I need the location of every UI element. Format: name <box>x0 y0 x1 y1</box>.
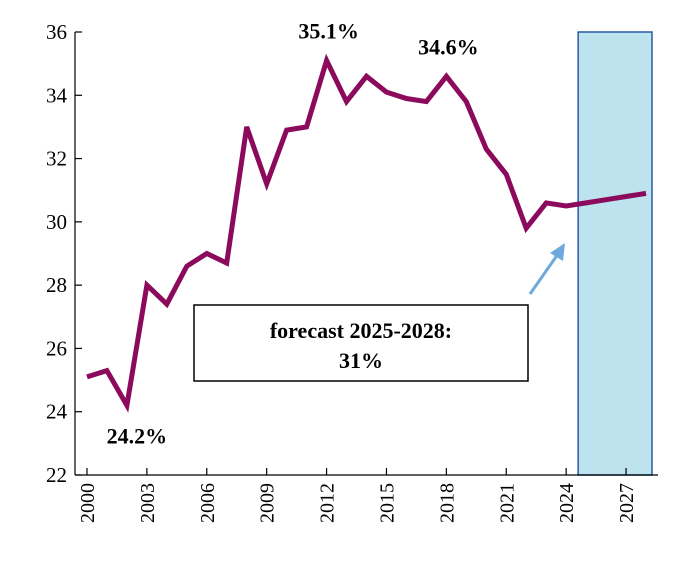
y-tick-label: 22 <box>46 463 67 487</box>
x-tick-label: 2000 <box>77 483 99 523</box>
x-tick-label: 2003 <box>137 483 159 523</box>
forecast-arrow-shaft <box>528 253 560 295</box>
x-tick-label: 2021 <box>496 483 518 523</box>
y-tick-label: 28 <box>46 273 67 297</box>
y-tick-label: 36 <box>46 20 67 44</box>
x-tick-label: 2012 <box>317 483 339 523</box>
data-label: 34.6% <box>418 34 479 59</box>
y-tick-label: 24 <box>46 400 68 424</box>
forecast-label-box <box>193 304 529 382</box>
y-tick-label: 26 <box>46 336 67 360</box>
forecast-arrow-head <box>550 243 565 261</box>
forecast-band <box>577 31 653 476</box>
data-label: 24.2% <box>107 423 168 448</box>
y-tick-label: 34 <box>46 83 68 107</box>
forecast-label-line2: 31% <box>339 348 383 373</box>
data-label: 35.1% <box>298 18 359 43</box>
forecast-label-line1: forecast 2025-2028: <box>270 318 452 343</box>
x-tick-label: 2006 <box>197 483 219 523</box>
x-tick-label: 2027 <box>616 483 638 523</box>
x-tick-label: 2015 <box>376 483 398 523</box>
y-tick-label: 30 <box>46 210 67 234</box>
x-tick-label: 2018 <box>436 483 458 523</box>
series-line <box>86 53 647 413</box>
x-tick-label: 2024 <box>556 483 578 523</box>
y-tick-label: 32 <box>46 147 67 171</box>
x-tick-label: 2009 <box>257 483 279 523</box>
